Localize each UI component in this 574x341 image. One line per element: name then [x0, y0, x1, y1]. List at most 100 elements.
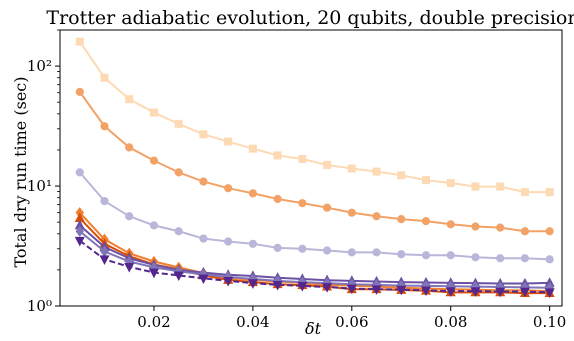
series-2-point [75, 168, 84, 177]
y-tick-label: 10² [27, 57, 52, 75]
x-tick-label: 0.08 [434, 313, 467, 331]
series-2-line [79, 171, 550, 261]
series-0-point [471, 182, 480, 191]
series-0-point [347, 164, 356, 173]
series-2-point [347, 248, 356, 257]
series-1-point [125, 143, 134, 152]
series-1-point [273, 194, 282, 204]
series-1-point [545, 227, 554, 236]
series-1-point [149, 156, 159, 165]
x-axis-label: δt [305, 319, 322, 338]
series-2-point [125, 212, 134, 221]
series-7-point [396, 285, 407, 296]
series-1-line [78, 91, 550, 233]
series-0-point [446, 179, 455, 188]
series-1-point [298, 199, 307, 208]
series-1-point [347, 208, 356, 217]
series-2-point [471, 253, 480, 262]
series-7-point [470, 287, 481, 297]
series-1-point [496, 223, 505, 232]
series-1-point [248, 189, 257, 198]
x-tick-label: 0.04 [236, 313, 269, 331]
plot-frame [59, 29, 563, 307]
series-7-point [371, 285, 382, 295]
series-7-point [247, 279, 258, 289]
series-2-point [520, 254, 530, 263]
series-2-point [248, 239, 257, 248]
series-0-point [397, 171, 406, 180]
series-2-point [372, 248, 381, 257]
series-7-point [74, 236, 85, 247]
chart-title: Trotter adiabatic evolution, 20 qubits, … [46, 7, 574, 29]
series-0-point [372, 167, 381, 176]
series-7-point [297, 282, 308, 292]
series-2-point [199, 234, 208, 243]
series-0-point [125, 95, 134, 104]
series-1-point [446, 220, 455, 229]
series-7-line [79, 239, 550, 294]
series-2-point [298, 244, 307, 253]
series-1-point [174, 168, 183, 177]
series-2-point [496, 254, 505, 263]
series-0-point [298, 155, 307, 164]
series-7-point [495, 287, 506, 298]
series-1-point [75, 87, 84, 96]
series-7-point [124, 262, 135, 273]
series-7-point [420, 286, 432, 297]
series-7-point [99, 255, 110, 265]
series-7-point [223, 276, 234, 287]
series-2-point [545, 255, 554, 264]
y-tick-label: 10⁰ [27, 297, 52, 315]
series-1-point [199, 177, 208, 186]
series-1-point [372, 212, 381, 221]
series-2-point [224, 237, 233, 246]
series-7-point [198, 274, 209, 285]
series-5-line [79, 224, 550, 285]
series-0-point [496, 182, 505, 191]
series-1-point [471, 222, 480, 231]
series-7-point [148, 268, 159, 279]
series-0-point [149, 108, 158, 117]
x-tick-label: 0.02 [137, 313, 170, 331]
series-0-line [78, 41, 550, 194]
series-1-point [100, 122, 109, 131]
plot-area [74, 37, 555, 299]
series-1-point [421, 217, 431, 226]
series-0-point [174, 119, 183, 128]
y-axis-label: Total dry run time (sec) [11, 77, 30, 268]
series-1-point [520, 227, 530, 236]
series-2-point [100, 196, 109, 206]
series-0-point [224, 137, 233, 146]
series-2-point [174, 227, 183, 236]
x-tick-label: 0.06 [335, 313, 368, 331]
series-1-point [322, 203, 332, 212]
series-7-point [519, 287, 530, 298]
series-7-point [445, 287, 456, 297]
series-2-point [322, 246, 332, 255]
series-0-point [273, 151, 282, 160]
series-7-point [173, 271, 184, 282]
series-1-point [397, 215, 406, 224]
series-6-point [75, 225, 85, 237]
series-0-point [248, 144, 257, 153]
x-tick-label: 0.10 [533, 313, 566, 331]
series-2-point [273, 243, 282, 253]
series-2-point [421, 251, 431, 260]
series-7-point [272, 280, 283, 291]
series-2-point [446, 251, 455, 260]
series-0-point [421, 176, 430, 185]
series-0-point [100, 73, 109, 82]
axes: 0.02 0.04 0.06 0.08 0.10 10⁰ 10¹ 10² [27, 29, 566, 331]
series-0-point [199, 130, 208, 139]
series-7-point [322, 283, 333, 293]
series-0-point [545, 188, 554, 197]
series-2-point [397, 250, 406, 259]
series-1-point [224, 184, 233, 193]
series-2-point [149, 221, 159, 230]
series-0-point [75, 37, 84, 46]
series-7-point [544, 288, 555, 299]
series-7-point [346, 284, 357, 295]
y-tick-label: 10¹ [27, 177, 52, 195]
series-0-point [520, 188, 529, 197]
